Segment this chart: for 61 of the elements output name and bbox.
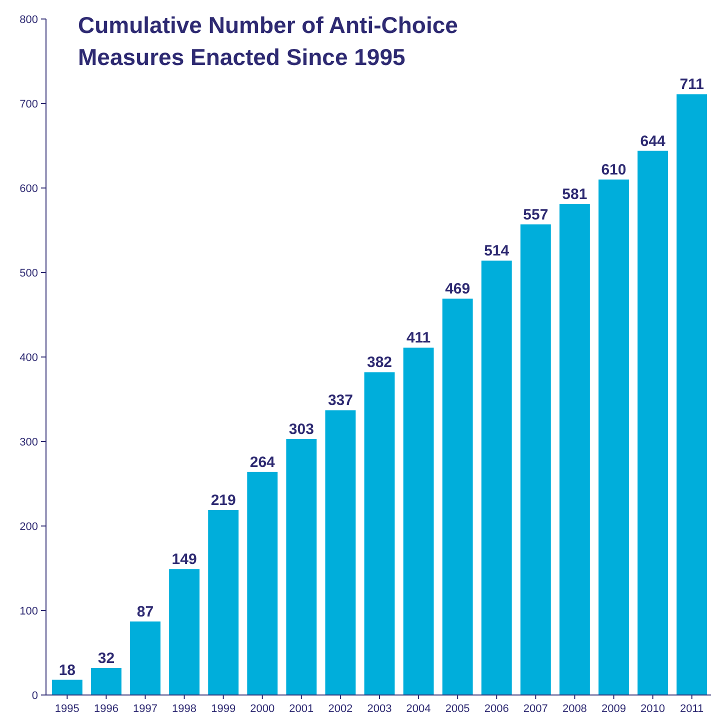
data-label: 264: [250, 454, 276, 471]
bar: [598, 180, 629, 695]
x-tick-label: 1997: [133, 703, 158, 714]
y-tick-label: 600: [20, 182, 38, 195]
bar: [52, 680, 82, 695]
data-label: 219: [210, 492, 236, 509]
x-tick-label: 2005: [445, 703, 470, 714]
x-tick-label: 2006: [484, 703, 509, 714]
bar: [676, 94, 708, 695]
bar: [520, 224, 551, 695]
data-label: 711: [680, 76, 704, 94]
data-label: 610: [601, 162, 626, 179]
data-label: 557: [523, 206, 548, 224]
y-tick-label: 200: [20, 520, 38, 533]
x-tick-label: 2008: [562, 703, 587, 714]
data-label: 32: [98, 650, 115, 667]
x-tick-label: 1998: [172, 703, 197, 714]
bar: [403, 348, 434, 695]
bar: [638, 150, 668, 695]
x-tick-label: 2000: [250, 703, 275, 714]
data-label: 382: [366, 354, 392, 372]
x-tick-label: 1995: [54, 703, 80, 714]
bar: [481, 260, 512, 695]
bar: [442, 298, 473, 695]
x-tick-label: 2002: [328, 703, 353, 714]
y-tick-label: 700: [20, 98, 38, 110]
x-tick-label: 2009: [602, 703, 626, 714]
bar: [247, 472, 278, 695]
bar: [90, 668, 122, 695]
data-label: 149: [172, 551, 197, 568]
y-tick-label: 500: [20, 267, 38, 280]
y-tick-label: 400: [20, 352, 38, 364]
y-tick-label: 100: [20, 605, 38, 618]
data-label: 514: [484, 242, 510, 260]
x-tick-label: 2003: [367, 703, 392, 714]
bar: [325, 410, 356, 695]
bar: [286, 438, 317, 695]
data-label: 337: [328, 392, 353, 410]
data-label: 644: [640, 132, 666, 150]
data-label: 411: [406, 330, 431, 347]
data-label: 303: [288, 420, 314, 438]
data-label: 87: [136, 603, 154, 620]
x-tick-label: 1999: [211, 703, 236, 714]
bar: [208, 510, 239, 695]
data-label: 18: [58, 662, 76, 679]
chart-title: Cumulative Number of Anti-Choice Measures Enacted Since 1995: [78, 12, 458, 70]
y-tick-label: 0: [32, 690, 38, 702]
x-tick-label: 2007: [523, 703, 548, 714]
bar: [130, 621, 160, 695]
x-tick-label: 2001: [289, 703, 314, 714]
bar: [169, 569, 200, 695]
x-tick-label: 2010: [640, 703, 666, 714]
y-tick-label: 300: [20, 436, 38, 448]
bar: [364, 372, 395, 695]
data-label: 581: [562, 186, 588, 204]
y-tick-label: 800: [20, 14, 38, 26]
x-tick-label: 2004: [406, 703, 431, 714]
bar: [559, 204, 590, 695]
x-tick-label: 2011: [680, 703, 704, 714]
x-tick-label: 1996: [94, 703, 118, 714]
data-label: 469: [445, 280, 470, 298]
